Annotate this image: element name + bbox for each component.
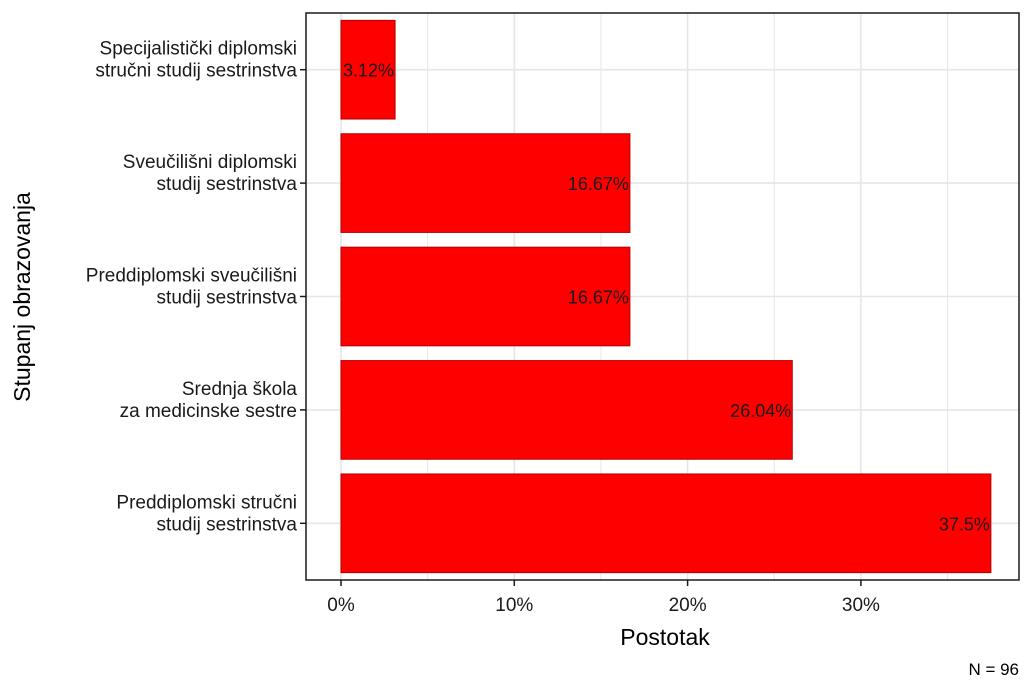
x-axis-title: Postotak [620,624,710,650]
bars: 3.12% 16.67% 16.67% 26.04% 37.5% [340,19,992,574]
x-tick-label: 10% [495,595,533,616]
x-tick-label: 30% [842,595,880,616]
data-label: 26.04% [730,401,791,421]
x-tick-label: 0% [327,595,355,616]
bar [340,133,631,233]
category-label: Sveučilišni diplomski studij sestrinstva [123,152,298,195]
sample-size-caption: N = 96 [968,660,1019,679]
category-label: Specijalistički diplomski stručni studij … [95,39,297,82]
data-label: 16.67% [568,288,629,308]
bar [340,473,992,574]
data-label: 3.12% [343,61,394,81]
x-tick-label: 20% [669,595,707,616]
data-label: 37.5% [939,514,990,534]
category-label: Preddiplomski stručni studij sestrinstva [116,492,297,535]
y-axis-title: Stupanj obrazovanja [9,192,35,402]
bar [340,19,396,120]
bar [340,360,793,460]
category-label: Preddiplomski sveučilišni studij sestrins… [86,266,298,309]
data-label: 16.67% [568,174,629,194]
y-axis: Specijalistički diplomski stručni studij … [86,39,306,535]
bar [340,246,631,347]
category-label: Srednja škola za medicinske sestre [120,379,298,422]
x-axis: 0% 10% 20% 30% [327,580,880,616]
